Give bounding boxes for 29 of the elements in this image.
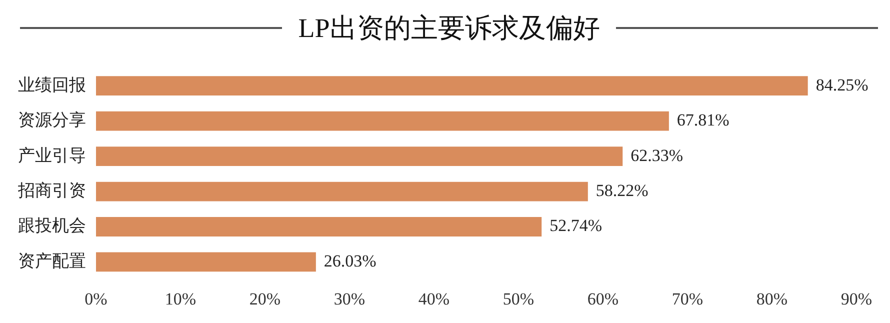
y-tick-label: 跟投机会 (18, 216, 86, 236)
data-label: 26.03% (324, 251, 376, 270)
bar (96, 217, 542, 236)
y-tick-label: 资产配置 (18, 251, 86, 270)
x-tick-label: 40% (418, 289, 450, 308)
y-tick-label: 招商引资 (17, 180, 86, 200)
x-tick-label: 90% (840, 289, 872, 308)
bar (96, 146, 623, 166)
y-tick-label: 资源分享 (18, 110, 86, 130)
bar (96, 111, 669, 131)
y-tick-label: 业绩回报 (18, 75, 86, 94)
chart-title: LP出资的主要诉求及偏好 (297, 12, 601, 45)
x-tick-label: 70% (672, 289, 704, 308)
data-label: 52.74% (550, 216, 602, 236)
x-tick-label: 20% (249, 289, 281, 308)
x-tick-label: 50% (502, 289, 534, 308)
bar (96, 252, 316, 272)
data-label: 67.81% (676, 110, 730, 130)
y-tick-label: 产业引导 (18, 146, 86, 165)
x-tick-label: 60% (587, 289, 619, 308)
bar (96, 76, 808, 96)
data-label: 84.25% (816, 75, 868, 94)
data-label: 58.22% (596, 180, 648, 200)
data-label: 62.33% (630, 146, 684, 165)
x-tick-label: 30% (334, 289, 366, 308)
x-tick-label: 10% (164, 289, 196, 308)
x-tick-label: 80% (756, 289, 788, 308)
x-tick-label: 0% (84, 289, 108, 308)
bar (96, 182, 588, 202)
